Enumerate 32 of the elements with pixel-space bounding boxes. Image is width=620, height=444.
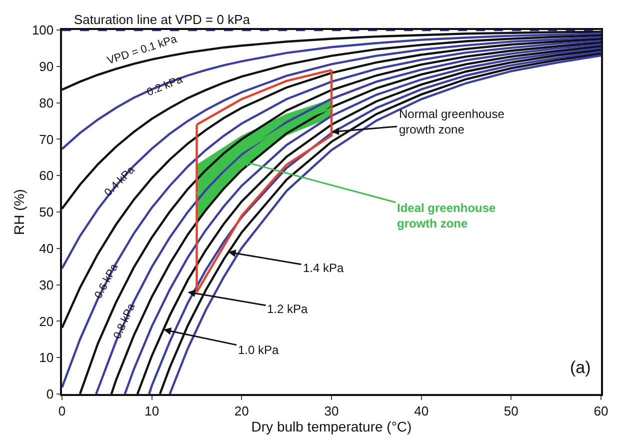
x-tick-label: 30 [324, 403, 339, 418]
annotation: 1.2 kPa [267, 302, 308, 316]
y-tick-label: 10 [39, 350, 54, 366]
annotation: (a) [570, 358, 591, 377]
y-tick-label: 100 [32, 22, 54, 38]
y-tick-label: 30 [39, 277, 54, 292]
y-tick-label: 70 [39, 132, 54, 147]
annotation: 0.8 kPa [112, 301, 138, 341]
x-tick-label: 50 [504, 403, 518, 418]
annotation: 0.6 kPa [92, 261, 122, 301]
y-axis-title: RH (%) [11, 189, 28, 235]
y-tick-label: 90 [39, 58, 54, 74]
x-axis-title: Dry bulb temperature (°C) [251, 418, 412, 434]
annotation: Ideal greenhouse growth zone [397, 201, 496, 231]
annotation: 0.2 kPa [145, 73, 186, 99]
x-tick-label: 60 [594, 403, 608, 418]
y-tick-label: 40 [39, 240, 54, 256]
annotation: Normal greenhouse growth zone [399, 107, 505, 137]
y-tick-label: 20 [39, 314, 54, 329]
y-tick-label: 60 [39, 168, 54, 184]
x-tick-label: 20 [234, 403, 249, 418]
y-tick-label: 80 [39, 95, 54, 110]
y-tick-label: 50 [39, 204, 54, 220]
annotation: VPD = 0.1 kPa [106, 33, 180, 68]
y-tick-label: 0 [46, 386, 54, 402]
x-tick-label: 0 [58, 403, 66, 418]
annotation: 0.4 kPa [102, 163, 138, 199]
annotation: 1.4 kPa [303, 261, 344, 275]
x-tick-label: 10 [144, 403, 160, 418]
series-label: Saturation line at VPD = 0 kPa [74, 12, 251, 27]
annotation: 1.0 kPa [238, 343, 280, 357]
x-tick-label: 40 [414, 403, 429, 418]
